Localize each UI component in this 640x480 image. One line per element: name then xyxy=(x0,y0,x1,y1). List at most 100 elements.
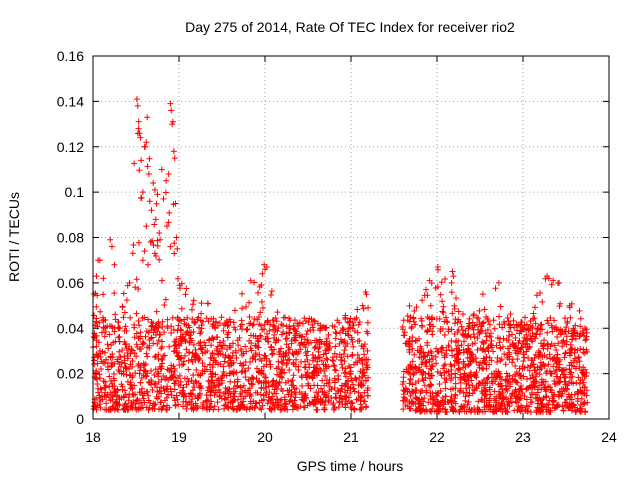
data-point xyxy=(307,385,314,392)
y-tick-label: 0.16 xyxy=(57,48,84,64)
data-point xyxy=(530,361,537,368)
data-point xyxy=(563,324,570,331)
data-point xyxy=(174,396,181,403)
data-point xyxy=(91,330,98,337)
data-point xyxy=(243,326,250,333)
data-point xyxy=(403,366,410,373)
data-point xyxy=(230,319,237,326)
data-point xyxy=(583,392,590,399)
data-point xyxy=(151,372,158,379)
data-point xyxy=(557,300,564,307)
data-point xyxy=(122,341,129,348)
data-point xyxy=(335,404,342,411)
data-point xyxy=(133,310,140,317)
data-point xyxy=(480,319,487,326)
data-point xyxy=(243,303,250,310)
data-point xyxy=(512,398,519,405)
data-point xyxy=(234,378,241,385)
data-point xyxy=(538,401,545,408)
data-point xyxy=(265,397,272,404)
data-point xyxy=(135,239,142,246)
data-point xyxy=(507,379,514,386)
data-point xyxy=(205,318,212,325)
data-point xyxy=(108,243,115,250)
data-point xyxy=(514,407,521,414)
data-point xyxy=(259,270,266,277)
data-point xyxy=(441,318,448,325)
data-point xyxy=(449,397,456,404)
data-point xyxy=(323,350,330,357)
data-point xyxy=(203,315,210,322)
data-point xyxy=(287,317,294,324)
data-point xyxy=(208,342,215,349)
data-point xyxy=(360,305,367,312)
data-point xyxy=(246,314,253,321)
data-point xyxy=(518,319,525,326)
data-point xyxy=(342,369,349,376)
data-point xyxy=(496,339,503,346)
data-point xyxy=(451,362,458,369)
data-point xyxy=(280,329,287,336)
data-point xyxy=(406,405,413,412)
y-tick-label: 0.02 xyxy=(57,366,84,382)
data-point xyxy=(93,303,100,310)
data-point xyxy=(451,330,458,337)
data-point xyxy=(157,236,164,243)
data-point xyxy=(182,331,189,338)
data-point xyxy=(421,353,428,360)
data-point xyxy=(570,380,577,387)
data-point xyxy=(220,327,227,334)
data-point xyxy=(145,261,152,268)
data-point xyxy=(513,321,520,328)
data-point xyxy=(95,257,102,264)
data-point xyxy=(454,342,461,349)
data-point xyxy=(249,381,256,388)
data-point xyxy=(527,408,534,415)
data-point xyxy=(146,345,153,352)
data-point xyxy=(189,301,196,308)
data-point xyxy=(530,378,537,385)
data-point xyxy=(470,312,477,319)
data-point xyxy=(350,343,357,350)
data-point xyxy=(137,379,144,386)
data-point xyxy=(475,326,482,333)
data-point xyxy=(469,353,476,360)
data-point xyxy=(152,216,159,223)
data-point xyxy=(137,329,144,336)
data-point xyxy=(452,370,459,377)
data-point xyxy=(122,323,129,330)
data-point xyxy=(479,327,486,334)
data-point xyxy=(158,355,165,362)
data-point xyxy=(515,339,522,346)
data-point xyxy=(545,401,552,408)
data-point xyxy=(229,340,236,347)
data-point xyxy=(470,331,477,338)
data-point xyxy=(498,400,505,407)
data-point xyxy=(135,125,142,132)
x-axis-label: GPS time / hours xyxy=(297,458,404,474)
data-point xyxy=(160,385,167,392)
data-point xyxy=(453,295,460,302)
data-point xyxy=(449,310,456,317)
data-point xyxy=(314,393,321,400)
data-point xyxy=(557,331,564,338)
data-point xyxy=(347,390,354,397)
data-point xyxy=(499,386,506,393)
data-point xyxy=(353,396,360,403)
data-point xyxy=(556,279,563,286)
data-point xyxy=(331,363,338,370)
data-point xyxy=(567,314,574,321)
data-point xyxy=(470,311,477,318)
data-point xyxy=(421,394,428,401)
data-point xyxy=(202,342,209,349)
data-point xyxy=(314,358,321,365)
data-point xyxy=(459,311,466,318)
data-point xyxy=(579,384,586,391)
data-point xyxy=(133,341,140,348)
data-point xyxy=(160,373,167,380)
data-point xyxy=(256,351,263,358)
data-point xyxy=(136,400,143,407)
data-point xyxy=(304,402,311,409)
data-point xyxy=(275,325,282,332)
data-point xyxy=(229,369,236,376)
